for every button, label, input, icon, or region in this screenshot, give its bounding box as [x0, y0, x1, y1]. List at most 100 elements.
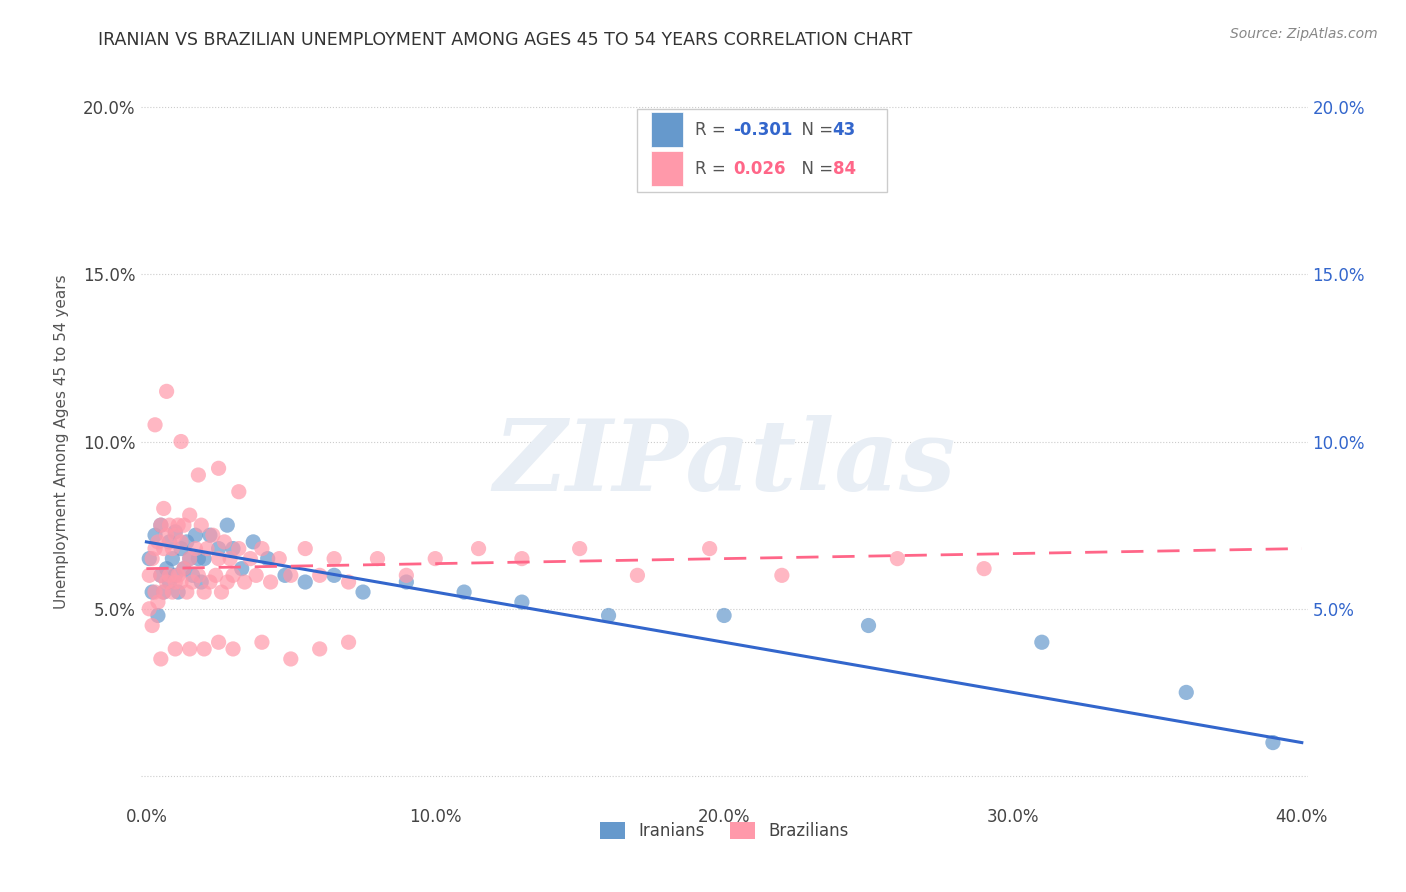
Point [159, 574, 181, 589]
Point [198, 574, 221, 589]
Point [858, 618, 880, 632]
Point [146, 595, 169, 609]
Point [143, 541, 166, 556]
Point [1031, 635, 1053, 649]
Point [187, 568, 209, 582]
Point [193, 585, 215, 599]
Point [217, 574, 239, 589]
FancyBboxPatch shape [651, 112, 683, 147]
Point [280, 568, 302, 582]
Point [187, 551, 209, 566]
Point [259, 574, 281, 589]
Point [193, 642, 215, 657]
Point [173, 518, 195, 533]
Text: 0.026: 0.026 [734, 160, 786, 178]
Point [152, 585, 174, 599]
Point [170, 574, 193, 589]
Point [231, 562, 253, 576]
Point [222, 541, 245, 556]
Point [179, 551, 201, 566]
Text: R =: R = [695, 160, 731, 178]
Point [138, 551, 160, 566]
Point [167, 585, 190, 599]
Point [176, 534, 198, 549]
Point [149, 518, 172, 533]
Point [138, 601, 160, 615]
Point [138, 568, 160, 582]
Text: Source: ZipAtlas.com: Source: ZipAtlas.com [1230, 27, 1378, 41]
Point [204, 568, 226, 582]
FancyBboxPatch shape [637, 109, 887, 193]
Point [141, 618, 163, 632]
Point [568, 541, 591, 556]
Point [170, 541, 193, 556]
Point [159, 534, 181, 549]
Point [323, 551, 346, 566]
Point [165, 642, 187, 657]
Point [162, 541, 184, 556]
Point [165, 574, 187, 589]
Point [152, 501, 174, 516]
Point [179, 508, 201, 523]
Text: N =: N = [790, 120, 838, 138]
Point [143, 585, 166, 599]
Point [395, 574, 418, 589]
Point [256, 551, 278, 566]
Point [239, 551, 262, 566]
FancyBboxPatch shape [651, 152, 683, 186]
Point [323, 568, 346, 582]
Text: 43: 43 [832, 120, 856, 138]
Text: ZIPatlas: ZIPatlas [494, 415, 955, 511]
Point [143, 528, 166, 542]
Legend: Iranians, Brazilians: Iranians, Brazilians [592, 814, 856, 848]
Point [159, 518, 181, 533]
Point [222, 568, 245, 582]
Point [165, 528, 187, 542]
Point [141, 551, 163, 566]
Point [143, 417, 166, 432]
Point [219, 551, 242, 566]
Point [280, 652, 302, 666]
Point [510, 595, 533, 609]
Point [201, 528, 224, 542]
Point [173, 562, 195, 576]
Point [207, 461, 229, 475]
Point [155, 574, 177, 589]
Point [152, 585, 174, 599]
Point [170, 434, 193, 449]
Point [467, 541, 489, 556]
Point [167, 518, 190, 533]
Point [294, 541, 316, 556]
Point [146, 608, 169, 623]
Point [198, 528, 221, 542]
Point [250, 541, 273, 556]
Point [228, 541, 250, 556]
Point [155, 384, 177, 399]
Point [211, 585, 233, 599]
Text: R =: R = [695, 120, 731, 138]
Point [973, 562, 995, 576]
Point [165, 568, 187, 582]
Text: -0.301: -0.301 [734, 120, 793, 138]
Point [149, 518, 172, 533]
Y-axis label: Unemployment Among Ages 45 to 54 years: Unemployment Among Ages 45 to 54 years [55, 274, 69, 609]
Point [179, 551, 201, 566]
Point [149, 652, 172, 666]
Point [149, 568, 172, 582]
Point [181, 568, 204, 582]
Point [187, 467, 209, 482]
Point [173, 562, 195, 576]
Point [1175, 685, 1198, 699]
Point [425, 551, 447, 566]
Point [176, 585, 198, 599]
Point [155, 528, 177, 542]
Point [699, 541, 721, 556]
Point [308, 642, 330, 657]
Point [245, 568, 267, 582]
Point [308, 568, 330, 582]
Point [190, 518, 212, 533]
Point [141, 585, 163, 599]
Point [190, 574, 212, 589]
Point [453, 585, 475, 599]
Point [222, 642, 245, 657]
